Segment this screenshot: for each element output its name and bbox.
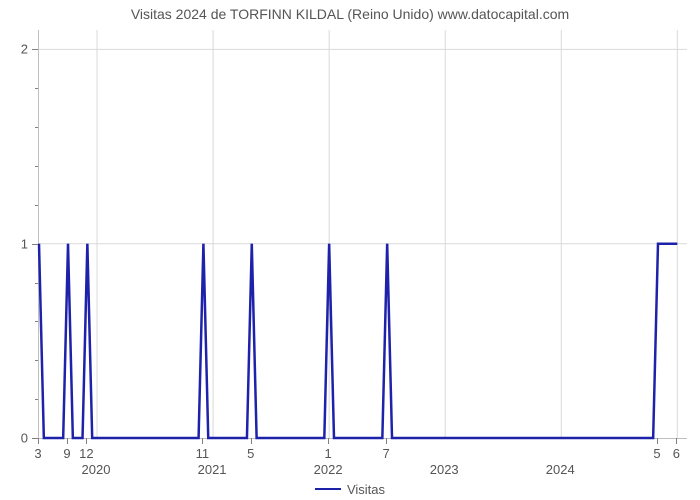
ytick-mark bbox=[32, 244, 38, 245]
xtick-mark bbox=[202, 438, 203, 444]
xtick-label: 5 bbox=[653, 446, 660, 461]
ytick-minor-mark bbox=[35, 283, 38, 284]
x-secondary-label: 2022 bbox=[314, 462, 343, 477]
chart-svg bbox=[39, 30, 687, 438]
xtick-label: 6 bbox=[673, 446, 680, 461]
xtick-mark bbox=[67, 438, 68, 444]
xtick-mark bbox=[38, 438, 39, 444]
series-line bbox=[39, 244, 677, 438]
xtick-label: 3 bbox=[34, 446, 41, 461]
ytick-minor-mark bbox=[35, 88, 38, 89]
ytick-mark bbox=[32, 49, 38, 50]
ytick-minor-mark bbox=[35, 360, 38, 361]
xtick-label: 12 bbox=[79, 446, 93, 461]
xtick-mark bbox=[328, 438, 329, 444]
xtick-mark bbox=[386, 438, 387, 444]
xtick-mark bbox=[657, 438, 658, 444]
plot-area bbox=[38, 30, 687, 439]
ytick-minor-mark bbox=[35, 166, 38, 167]
xtick-mark bbox=[676, 438, 677, 444]
ytick-label: 2 bbox=[0, 42, 28, 57]
legend: Visitas bbox=[0, 478, 700, 497]
xtick-mark bbox=[86, 438, 87, 444]
xtick-label: 1 bbox=[325, 446, 332, 461]
ytick-minor-mark bbox=[35, 127, 38, 128]
xtick-label: 11 bbox=[196, 446, 210, 461]
xtick-label: 9 bbox=[63, 446, 70, 461]
ytick-minor-mark bbox=[35, 205, 38, 206]
x-secondary-label: 2024 bbox=[546, 462, 575, 477]
chart-title: Visitas 2024 de TORFINN KILDAL (Reino Un… bbox=[0, 6, 700, 22]
x-secondary-label: 2020 bbox=[82, 462, 111, 477]
legend-item-visitas: Visitas bbox=[315, 482, 385, 497]
xtick-label: 7 bbox=[383, 446, 390, 461]
x-secondary-label: 2023 bbox=[430, 462, 459, 477]
ytick-label: 0 bbox=[0, 431, 28, 446]
xtick-mark bbox=[251, 438, 252, 444]
xtick-label: 5 bbox=[247, 446, 254, 461]
legend-swatch bbox=[315, 488, 341, 490]
legend-label: Visitas bbox=[347, 482, 385, 497]
x-secondary-label: 2021 bbox=[198, 462, 227, 477]
ytick-minor-mark bbox=[35, 321, 38, 322]
ytick-label: 1 bbox=[0, 236, 28, 251]
ytick-minor-mark bbox=[35, 399, 38, 400]
